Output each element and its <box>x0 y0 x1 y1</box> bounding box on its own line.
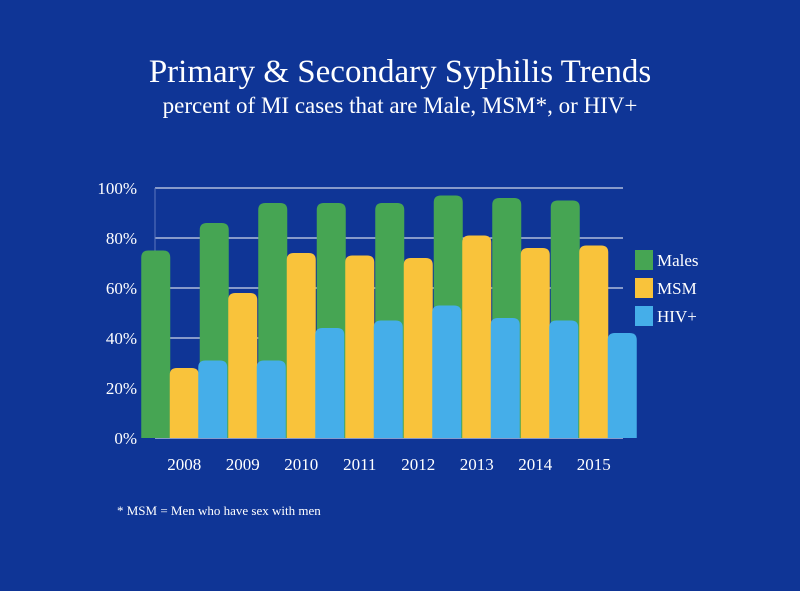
bar-hiv-2010 <box>315 328 345 438</box>
x-tick-label: 2008 <box>167 455 201 474</box>
bar-msm-2013 <box>462 235 492 438</box>
x-tick-label: 2011 <box>343 455 376 474</box>
legend-label: HIV+ <box>657 307 697 326</box>
bar-males-2008 <box>141 250 171 438</box>
bars <box>141 195 637 438</box>
y-tick-label: 60% <box>106 279 137 298</box>
y-tick-label: 100% <box>97 179 137 198</box>
y-tick-label: 40% <box>106 329 137 348</box>
chart-title: Primary & Secondary Syphilis Trends <box>148 54 652 90</box>
bar-msm-2011 <box>345 255 375 438</box>
legend-swatch-males <box>635 250 653 270</box>
y-tick-label: 0% <box>114 429 137 448</box>
legend-label: MSM <box>657 279 697 298</box>
bar-hiv-2008 <box>198 360 228 438</box>
x-axis: 2008 2009 2010 2011 2012 2013 2014 2015 <box>167 455 611 474</box>
footnote: * MSM = Men who have sex with men <box>117 503 321 518</box>
bar-msm-2010 <box>286 253 316 438</box>
x-tick-label: 2009 <box>226 455 260 474</box>
bar-hiv-2012 <box>432 305 462 438</box>
legend-label: Males <box>657 251 699 270</box>
bar-msm-2012 <box>403 258 433 438</box>
bar-msm-2009 <box>228 293 258 438</box>
bar-msm-2008 <box>169 368 199 438</box>
x-tick-label: 2012 <box>401 455 435 474</box>
bar-hiv-2011 <box>373 320 403 438</box>
y-tick-label: 80% <box>106 229 137 248</box>
legend-swatch-msm <box>635 278 653 298</box>
x-tick-label: 2014 <box>518 455 553 474</box>
bar-msm-2014 <box>520 248 550 438</box>
legend: Males MSM HIV+ <box>635 250 699 326</box>
y-tick-label: 20% <box>106 379 137 398</box>
bar-hiv-2014 <box>549 320 579 438</box>
x-tick-label: 2013 <box>460 455 494 474</box>
legend-swatch-hiv <box>635 306 653 326</box>
x-tick-label: 2010 <box>284 455 318 474</box>
chart-subtitle: percent of MI cases that are Male, MSM*,… <box>162 93 638 118</box>
bar-msm-2015 <box>579 245 609 438</box>
bar-hiv-2009 <box>256 360 286 438</box>
x-tick-label: 2015 <box>577 455 611 474</box>
bar-hiv-2015 <box>607 333 637 438</box>
bar-hiv-2013 <box>490 318 520 438</box>
